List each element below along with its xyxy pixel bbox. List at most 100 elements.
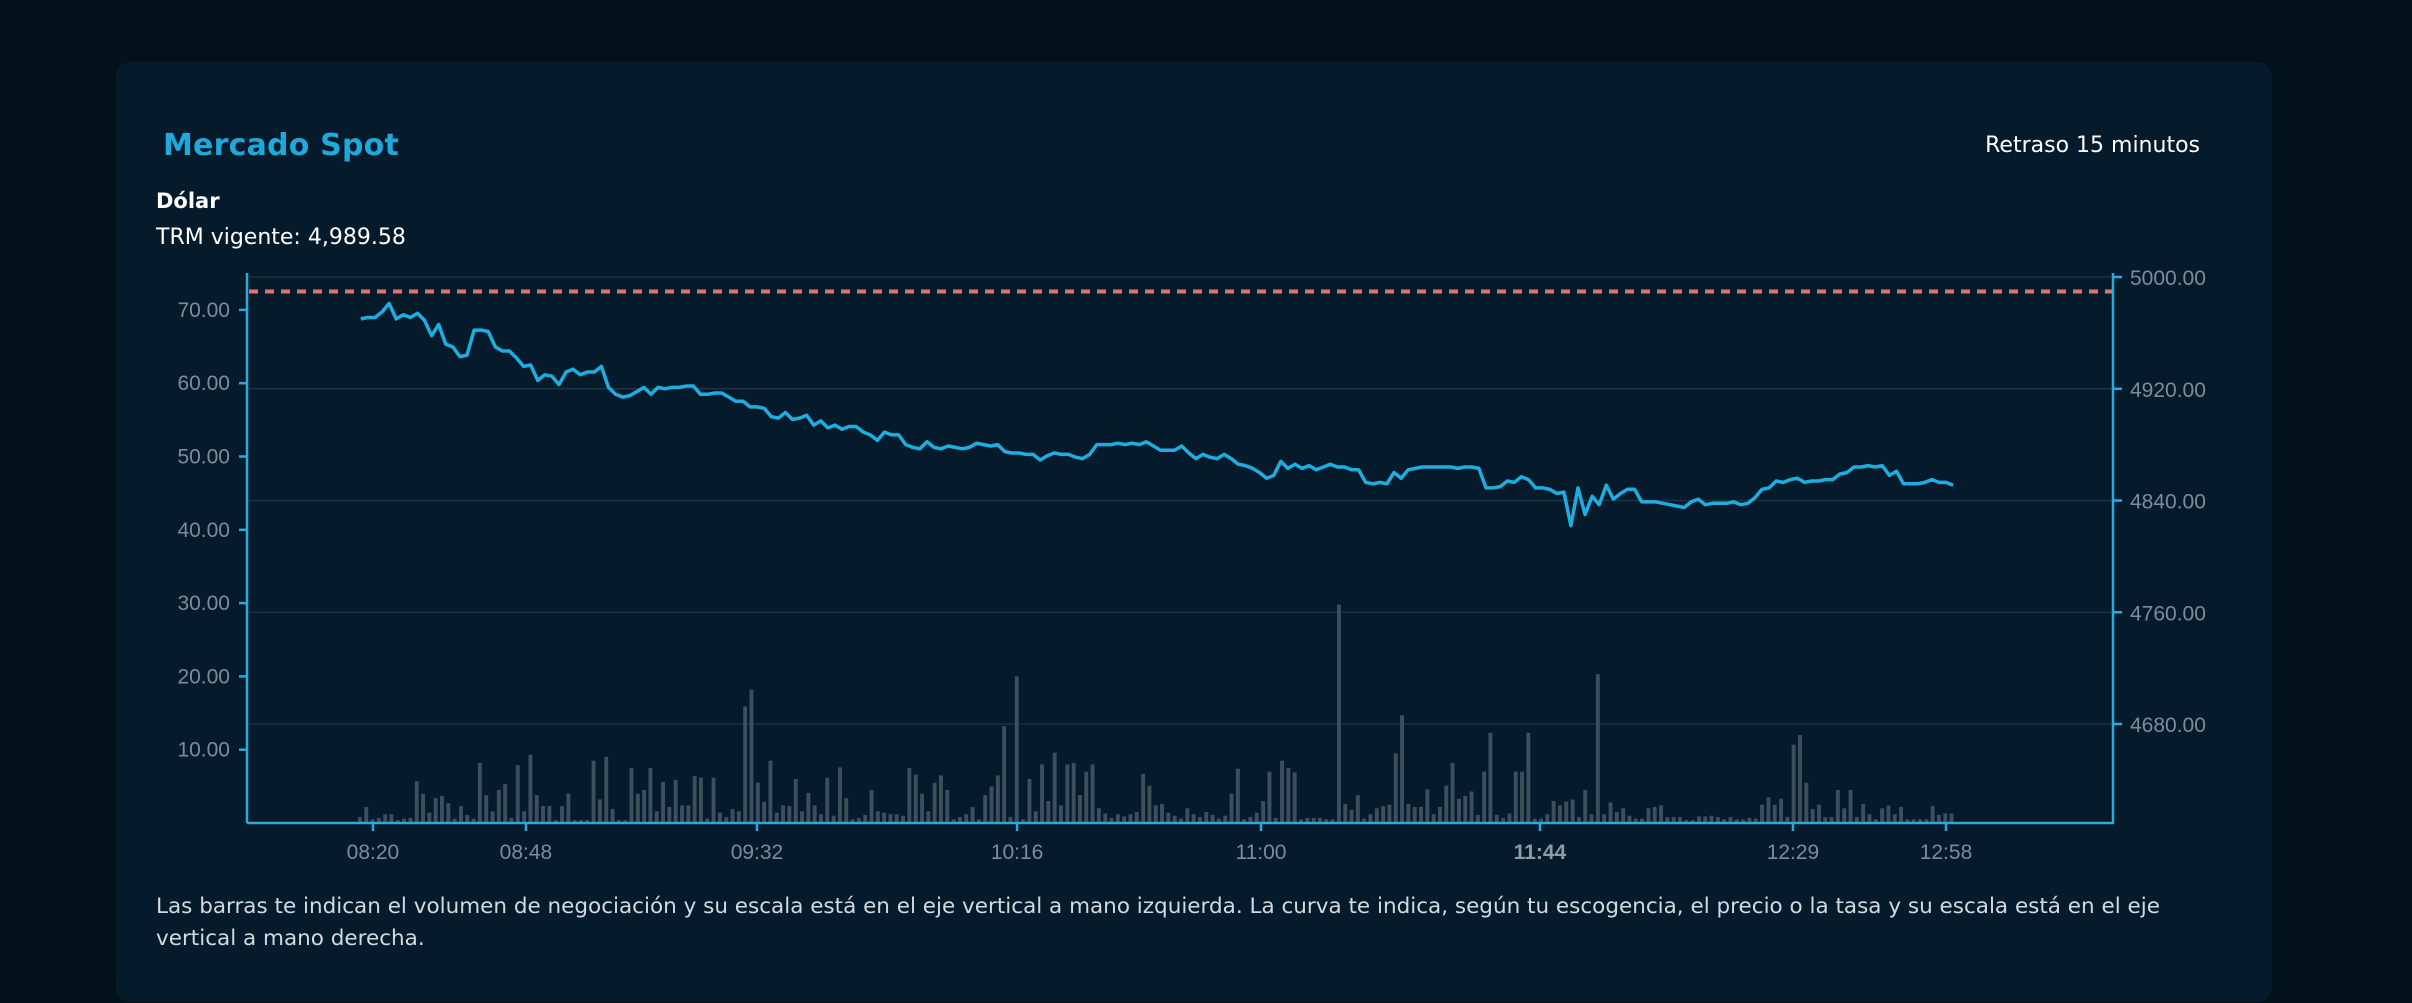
volume-bar <box>989 786 994 823</box>
volume-bar <box>579 820 583 823</box>
volume-bar <box>1526 732 1531 823</box>
volume-bar <box>1766 797 1771 823</box>
volume-bar <box>1166 812 1171 823</box>
volume-bar <box>1823 817 1828 823</box>
left-tick-label: 50.00 <box>177 446 230 469</box>
volume-bar <box>1078 795 1082 823</box>
volume-bar <box>1261 801 1266 823</box>
x-tick-label: 10:16 <box>991 841 1044 864</box>
left-tick-label: 10.00 <box>177 739 230 762</box>
volume-bar <box>1608 802 1613 823</box>
volume-bar <box>1450 762 1455 823</box>
volume-bar <box>1507 813 1512 823</box>
volume-bar <box>1848 790 1853 823</box>
volume-bar <box>976 819 981 823</box>
volume-bar <box>1355 795 1360 823</box>
volume-bar <box>995 775 1000 823</box>
delay-notice: Retraso 15 minutos <box>1985 133 2200 158</box>
x-tick-label: 11:00 <box>1235 841 1286 864</box>
volume-bar <box>1147 785 1152 823</box>
volume-bar <box>926 811 931 823</box>
volume-bar <box>850 819 855 823</box>
volume-bar <box>376 817 381 823</box>
volume-bar <box>1614 812 1619 823</box>
volume-bar <box>1267 771 1272 823</box>
volume-bar <box>471 818 476 823</box>
volume-bar <box>1665 817 1670 823</box>
volume-bar <box>1747 817 1752 823</box>
volume-bar <box>1880 808 1885 823</box>
volume-bar <box>1659 805 1663 823</box>
volume-bar <box>465 814 470 823</box>
volume-bar <box>1122 816 1127 823</box>
volume-bar <box>724 817 729 823</box>
volume-bar <box>1545 814 1550 823</box>
volume-bar <box>1532 818 1537 823</box>
right-axis-price: 4680.00 4760.00 4840.00 4920.00 5000.00 <box>2113 267 2206 737</box>
x-tick-label: 08:48 <box>500 841 553 864</box>
volume-bar <box>1899 806 1903 823</box>
volume-bar <box>1153 805 1158 823</box>
volume-bar <box>1798 735 1802 823</box>
volume-bar <box>1829 817 1834 823</box>
volume-bar <box>1318 817 1322 823</box>
volume-bar <box>800 811 804 823</box>
volume-bar <box>1488 732 1493 823</box>
volume-bar <box>1008 817 1013 823</box>
volume-bar <box>1014 676 1019 823</box>
volume-bar <box>1172 815 1177 823</box>
volume-bar <box>749 689 754 823</box>
volume-bar <box>402 818 406 823</box>
volume-bar <box>1033 811 1038 823</box>
volume-bar <box>1501 817 1506 823</box>
volume-bar <box>654 811 659 823</box>
right-tick-label: 4920.00 <box>2130 379 2206 402</box>
volume-bar <box>528 754 533 823</box>
volume-bar <box>1570 799 1575 823</box>
volume-bar <box>623 820 628 823</box>
volume-bar <box>1861 803 1866 823</box>
volume-bar <box>484 795 489 823</box>
volume-bar <box>869 790 874 823</box>
volume-bar <box>1709 815 1714 823</box>
volume-bar <box>932 782 937 823</box>
volume-bar <box>1103 813 1108 823</box>
volume-bar <box>875 811 880 823</box>
right-tick-label: 4760.00 <box>2130 602 2206 625</box>
volume-bar <box>1065 764 1070 823</box>
volume-bar <box>1040 764 1044 823</box>
x-tick-label: 12:29 <box>1767 841 1820 864</box>
volume-bar <box>730 809 735 823</box>
volume-bar <box>1867 814 1872 823</box>
volume-bar <box>408 817 413 823</box>
volume-bar <box>503 784 508 823</box>
volume-bar <box>572 820 577 823</box>
volume-bar <box>1539 818 1543 823</box>
volume-bar <box>496 790 501 823</box>
volume-bar <box>1911 819 1916 823</box>
volume-bar <box>1273 817 1278 823</box>
volume-bar <box>1715 817 1720 823</box>
volume-bar <box>699 777 703 823</box>
volume-bar <box>1627 815 1632 823</box>
volume-bar <box>452 818 457 823</box>
volume-bar <box>1558 805 1562 823</box>
volume-bar <box>686 805 691 823</box>
volume-bar <box>907 768 912 823</box>
volume-bar <box>515 765 520 823</box>
volume-bar <box>541 806 545 823</box>
x-tick-label: 08:20 <box>347 841 400 864</box>
market-card <box>116 62 2272 1002</box>
volume-bar <box>1235 768 1240 823</box>
volume-bar <box>1930 806 1935 823</box>
volume-bar <box>1242 819 1247 823</box>
volume-bar <box>1109 817 1114 823</box>
volume-bar <box>680 805 684 823</box>
volume-bar <box>1924 819 1929 823</box>
volume-bar <box>844 798 849 823</box>
volume-bar <box>370 819 375 823</box>
volume-bar <box>1305 817 1310 823</box>
volume-bar <box>711 777 716 823</box>
volume-bar <box>983 795 988 823</box>
